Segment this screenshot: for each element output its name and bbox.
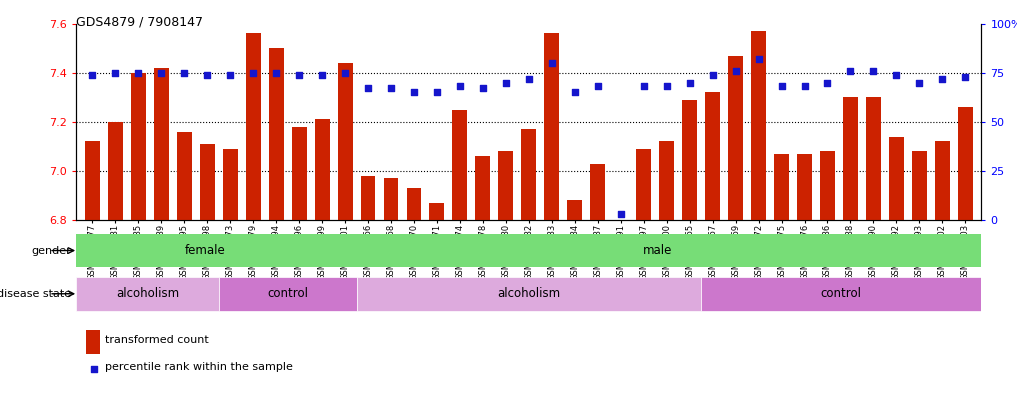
Point: [382, 85, 399, 92]
Point: [544, 60, 560, 66]
Bar: [84, 141, 100, 220]
Bar: [752, 31, 766, 220]
Point: [957, 73, 973, 80]
Bar: [728, 55, 743, 220]
Bar: [682, 100, 697, 220]
Bar: [774, 154, 789, 220]
Point: [497, 79, 514, 86]
Point: [865, 68, 882, 74]
Point: [291, 72, 307, 78]
Bar: [199, 144, 215, 220]
Point: [566, 89, 583, 95]
Bar: [292, 127, 306, 220]
Point: [796, 83, 813, 90]
Point: [773, 83, 789, 90]
Text: female: female: [184, 244, 226, 257]
Bar: [498, 151, 514, 220]
Text: gender: gender: [32, 246, 71, 255]
Bar: [590, 163, 605, 220]
Bar: [268, 48, 284, 220]
Text: control: control: [267, 287, 308, 300]
Bar: [475, 156, 490, 220]
Bar: [76, 277, 219, 310]
Bar: [865, 97, 881, 220]
Point: [406, 89, 422, 95]
Point: [475, 85, 491, 92]
Text: percentile rank within the sample: percentile rank within the sample: [105, 362, 293, 373]
Point: [751, 56, 767, 62]
Point: [681, 79, 698, 86]
Bar: [889, 136, 904, 220]
Point: [935, 75, 951, 82]
Text: control: control: [821, 287, 861, 300]
Bar: [522, 129, 536, 220]
Bar: [637, 149, 651, 220]
Bar: [544, 33, 559, 220]
Point: [636, 83, 652, 90]
Point: [612, 211, 629, 217]
Bar: [912, 151, 926, 220]
Bar: [154, 68, 169, 220]
Point: [590, 83, 606, 90]
Text: male: male: [643, 244, 672, 257]
Bar: [429, 203, 444, 220]
Point: [820, 79, 836, 86]
Bar: [357, 277, 701, 310]
Bar: [223, 149, 238, 220]
Bar: [131, 73, 145, 220]
Point: [314, 72, 331, 78]
Point: [705, 72, 721, 78]
Text: transformed count: transformed count: [105, 335, 208, 345]
Point: [911, 79, 928, 86]
Bar: [701, 277, 981, 310]
Point: [245, 70, 261, 76]
Bar: [958, 107, 973, 220]
Bar: [820, 151, 835, 220]
Point: [842, 68, 858, 74]
Bar: [705, 92, 720, 220]
Bar: [338, 63, 353, 220]
Bar: [453, 110, 468, 220]
Point: [199, 72, 216, 78]
Point: [268, 70, 285, 76]
Text: disease state: disease state: [0, 289, 71, 299]
Bar: [361, 176, 375, 220]
Bar: [219, 277, 357, 310]
Point: [176, 70, 192, 76]
Point: [659, 83, 675, 90]
Point: [888, 72, 904, 78]
Point: [452, 83, 468, 90]
Point: [84, 72, 101, 78]
Point: [130, 70, 146, 76]
Point: [360, 85, 376, 92]
Bar: [797, 154, 812, 220]
Bar: [407, 188, 421, 220]
Bar: [383, 178, 399, 220]
Point: [429, 89, 445, 95]
Bar: [843, 97, 858, 220]
Point: [107, 70, 123, 76]
Bar: [177, 132, 192, 220]
Bar: [246, 33, 260, 220]
Point: [727, 68, 743, 74]
Point: [222, 72, 238, 78]
Text: alcoholism: alcoholism: [497, 287, 560, 300]
Bar: [76, 234, 334, 267]
Text: GDS4879 / 7908147: GDS4879 / 7908147: [76, 16, 203, 29]
Point: [85, 366, 102, 373]
Bar: [659, 141, 674, 220]
Point: [154, 70, 170, 76]
Bar: [935, 141, 950, 220]
Bar: [567, 200, 583, 220]
Bar: [334, 234, 981, 267]
Point: [521, 75, 537, 82]
Text: alcoholism: alcoholism: [116, 287, 179, 300]
Bar: [314, 119, 330, 220]
Bar: [108, 122, 123, 220]
Point: [337, 70, 353, 76]
